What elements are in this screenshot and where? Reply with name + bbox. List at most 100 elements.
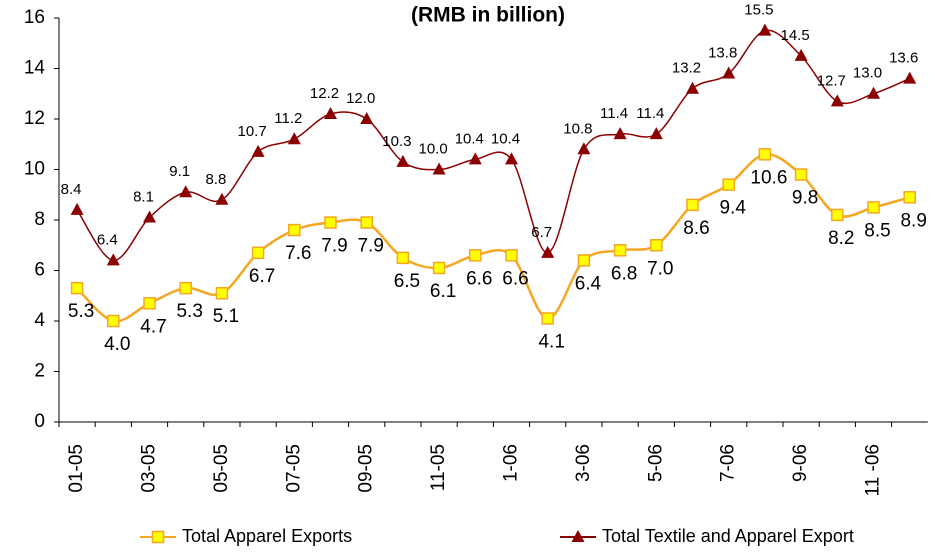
data-label: 10.6 xyxy=(750,167,787,188)
data-label: 9.4 xyxy=(719,198,746,219)
chart-title: (RMB in billion) xyxy=(411,4,565,27)
marker xyxy=(106,253,120,266)
marker xyxy=(758,23,772,36)
marker xyxy=(541,312,554,325)
data-label: 13.8 xyxy=(708,45,737,62)
data-label: 6.4 xyxy=(97,231,118,248)
marker xyxy=(577,254,591,267)
data-label: 10.0 xyxy=(418,140,447,157)
data-label: 10.4 xyxy=(491,130,520,147)
marker xyxy=(722,178,735,191)
data-label: 8.8 xyxy=(205,171,226,188)
data-label: 7.9 xyxy=(321,236,347,257)
marker xyxy=(251,246,265,260)
marker xyxy=(613,127,627,140)
marker xyxy=(468,152,482,165)
data-label: 4.7 xyxy=(140,316,166,337)
marker xyxy=(758,148,772,161)
x-tick-label: 9-06 xyxy=(790,444,811,482)
x-tick-label: 3-06 xyxy=(573,444,594,482)
data-label: 8.2 xyxy=(828,228,854,249)
data-label: 12.0 xyxy=(346,90,375,107)
marker xyxy=(288,223,301,237)
data-label: 6.6 xyxy=(502,268,528,289)
marker xyxy=(831,208,844,222)
data-label: 8.6 xyxy=(683,218,709,239)
y-tick-label: 14 xyxy=(24,58,46,79)
data-label: 8.9 xyxy=(900,210,926,231)
data-label: 5.1 xyxy=(213,306,239,327)
data-label: 7.9 xyxy=(357,236,383,257)
data-label: 10.3 xyxy=(382,133,411,150)
data-label: 4.0 xyxy=(104,334,130,355)
marker xyxy=(903,71,917,84)
marker xyxy=(722,66,736,79)
marker xyxy=(287,132,301,145)
data-label: 8.5 xyxy=(864,220,890,241)
marker xyxy=(469,249,482,262)
data-label: 6.7 xyxy=(249,266,275,287)
marker xyxy=(151,530,165,544)
marker xyxy=(903,191,916,204)
y-tick-label: 10 xyxy=(24,159,45,180)
data-label: 13.6 xyxy=(889,50,918,67)
marker xyxy=(70,202,84,215)
marker xyxy=(794,48,808,61)
data-label: 10.4 xyxy=(455,130,484,147)
marker xyxy=(505,152,518,165)
data-label: 6.5 xyxy=(394,271,420,292)
marker xyxy=(179,185,193,198)
marker xyxy=(432,162,446,175)
data-label: 6.4 xyxy=(575,273,602,294)
y-tick-label: 6 xyxy=(34,260,45,281)
data-label: 12.7 xyxy=(817,72,846,89)
x-tick-label: 7-06 xyxy=(718,444,739,482)
x-tick-label: 1-06 xyxy=(501,444,522,482)
marker xyxy=(324,216,337,229)
data-label: 8.4 xyxy=(61,181,82,198)
x-tick-label: 07-05 xyxy=(283,444,304,493)
x-tick-label: 05-05 xyxy=(211,444,232,493)
marker xyxy=(396,251,410,265)
marker xyxy=(794,168,808,181)
data-label: 10.7 xyxy=(237,123,266,140)
marker xyxy=(867,86,880,99)
marker xyxy=(251,144,265,157)
data-label: 11.4 xyxy=(600,105,628,122)
legend-label: Total Textile and Apparel Export xyxy=(602,526,854,546)
x-tick-label: 11-05 xyxy=(428,444,449,491)
marker xyxy=(324,106,337,119)
data-label: 8.1 xyxy=(133,188,154,205)
data-label: 13.0 xyxy=(853,65,882,82)
data-label: 9.8 xyxy=(792,188,818,209)
marker xyxy=(867,201,880,214)
marker xyxy=(649,127,663,140)
marker xyxy=(179,281,192,295)
marker xyxy=(396,154,410,167)
marker xyxy=(613,244,627,257)
marker xyxy=(143,297,156,310)
data-label: 13.2 xyxy=(672,60,701,77)
x-tick-label: 11 -06 xyxy=(863,444,884,496)
marker xyxy=(360,216,373,229)
marker xyxy=(107,314,120,328)
data-label: 5.3 xyxy=(176,301,202,322)
data-label: 11.4 xyxy=(636,105,664,122)
marker xyxy=(830,94,844,107)
marker xyxy=(541,245,555,258)
data-label: 4.1 xyxy=(538,331,564,352)
y-tick-label: 0 xyxy=(34,411,45,432)
data-label: 15.5 xyxy=(744,2,773,19)
data-label: 7.6 xyxy=(285,243,311,264)
legend-label: Total Apparel Exports xyxy=(182,526,352,546)
y-tick-label: 12 xyxy=(24,108,45,129)
marker xyxy=(215,286,229,300)
x-tick-label: 09-05 xyxy=(356,444,377,493)
marker xyxy=(686,198,699,212)
marker xyxy=(505,249,518,262)
marker xyxy=(143,210,156,223)
marker xyxy=(650,239,663,252)
y-tick-label: 8 xyxy=(34,209,45,230)
marker xyxy=(432,261,446,275)
